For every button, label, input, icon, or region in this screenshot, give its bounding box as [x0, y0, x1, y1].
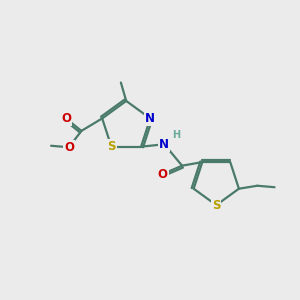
Text: O: O — [158, 167, 168, 181]
Text: N: N — [145, 112, 155, 125]
Text: H: H — [172, 130, 180, 140]
Text: N: N — [159, 138, 169, 151]
Text: O: O — [61, 112, 71, 125]
Text: S: S — [212, 199, 220, 212]
Text: S: S — [107, 140, 116, 153]
Text: O: O — [64, 141, 74, 154]
